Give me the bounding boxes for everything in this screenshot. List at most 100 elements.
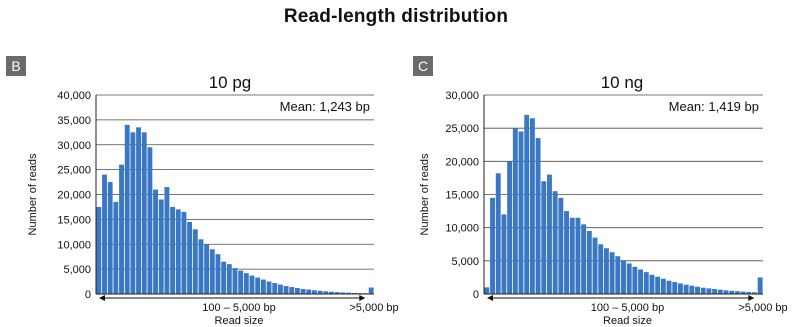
bar xyxy=(712,289,718,294)
bar xyxy=(507,161,513,294)
bar xyxy=(575,217,581,294)
bar xyxy=(740,291,746,294)
bar xyxy=(672,282,678,294)
panel-letter-b: B xyxy=(6,56,26,76)
bar xyxy=(221,261,227,294)
bar xyxy=(311,290,317,294)
bar xyxy=(153,189,158,294)
bar xyxy=(638,269,644,294)
bar xyxy=(306,289,312,294)
bar xyxy=(615,256,621,294)
y-tick-label: 10,000 xyxy=(57,239,91,251)
bar xyxy=(643,272,649,294)
bar xyxy=(232,268,238,294)
bar xyxy=(666,280,672,294)
y-tick-label: 10,000 xyxy=(445,223,479,235)
bar xyxy=(609,252,615,294)
chart-10ng: 0 5,000 10,000 15,000 20,000 25,000 30,000 10 n… xyxy=(419,73,788,327)
overflow-bar xyxy=(368,287,374,294)
bar xyxy=(249,275,255,294)
bar xyxy=(300,289,306,294)
bar xyxy=(655,276,661,294)
bar xyxy=(552,191,558,294)
overflow-label: >5,000 bp xyxy=(349,302,398,314)
y-tick-label: 0 xyxy=(85,289,91,301)
bar xyxy=(729,290,735,294)
bar xyxy=(626,263,632,294)
y-tick-label: 5,000 xyxy=(63,264,91,276)
bar xyxy=(102,174,107,294)
bar xyxy=(158,199,164,294)
bar xyxy=(706,288,712,294)
bar xyxy=(746,292,752,294)
x-axis-label: Read size xyxy=(603,315,652,327)
bar xyxy=(695,286,700,294)
mean-annotation: Mean: 1,419 bp xyxy=(669,99,759,114)
mean-annotation: Mean: 1,243 bp xyxy=(280,99,370,114)
range-label: 100 – 5,000 bp xyxy=(591,302,664,314)
panel-letter-c: C xyxy=(413,56,433,76)
y-tick-label: 30,000 xyxy=(445,90,479,102)
bar xyxy=(130,132,136,294)
y-tick-label: 35,000 xyxy=(57,115,91,127)
bar xyxy=(96,206,102,294)
bar xyxy=(334,292,340,294)
overflow-label: >5,000 bp xyxy=(738,302,787,314)
y-tick-label: 5,000 xyxy=(451,256,479,268)
y-tick-label: 0 xyxy=(473,289,479,301)
bar xyxy=(518,131,524,294)
range-arrow-left-head xyxy=(487,295,493,301)
bar xyxy=(124,124,130,294)
bar xyxy=(569,217,575,294)
bar xyxy=(209,249,215,294)
bar xyxy=(689,285,695,294)
bar xyxy=(717,289,723,294)
y-tick-label: 25,000 xyxy=(445,123,479,135)
bar xyxy=(187,221,193,294)
bar xyxy=(592,237,598,294)
bar xyxy=(192,229,198,294)
range-arrow-right-head xyxy=(748,295,755,301)
bar xyxy=(243,273,249,294)
bar xyxy=(340,292,346,294)
bar xyxy=(147,147,153,294)
bar xyxy=(581,224,587,294)
bar xyxy=(260,279,266,294)
bar xyxy=(238,270,244,294)
bar xyxy=(317,290,323,294)
bar xyxy=(495,173,501,294)
y-tick-label: 15,000 xyxy=(445,190,479,202)
bar xyxy=(204,244,210,294)
bar xyxy=(734,291,740,294)
bar xyxy=(752,292,757,294)
range-arrow-left-head xyxy=(99,295,105,301)
bar xyxy=(107,182,113,294)
bar xyxy=(484,287,490,294)
bar xyxy=(255,277,261,294)
bar xyxy=(586,230,592,294)
bar xyxy=(329,291,334,294)
range-label: 100 – 5,000 bp xyxy=(202,302,275,314)
bar xyxy=(524,114,530,295)
y-tick-label: 25,000 xyxy=(57,165,91,177)
bar xyxy=(490,197,495,294)
bar xyxy=(226,264,232,294)
range-arrow-right-head xyxy=(359,295,366,301)
bar xyxy=(621,260,626,294)
y-tick-label: 20,000 xyxy=(445,156,479,168)
y-tick-label: 15,000 xyxy=(57,214,91,226)
bar xyxy=(632,266,638,294)
bar xyxy=(119,164,124,294)
bar xyxy=(603,248,609,294)
bar xyxy=(723,290,729,294)
y-tick-label: 30,000 xyxy=(57,140,91,152)
bar xyxy=(266,281,272,294)
bar xyxy=(700,287,706,294)
bar xyxy=(541,181,547,294)
bar xyxy=(351,292,357,294)
chart-title: 10 pg xyxy=(209,73,252,92)
bar xyxy=(535,138,541,294)
overflow-bar xyxy=(757,277,763,294)
y-axis-label: Number of reads xyxy=(419,153,431,235)
